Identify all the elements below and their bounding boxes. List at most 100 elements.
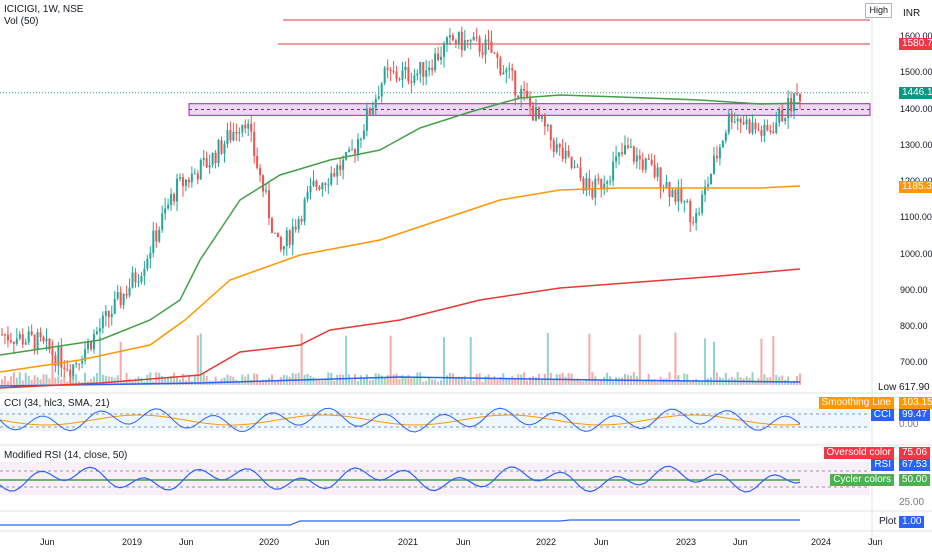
volume-bar bbox=[140, 378, 143, 385]
candle-body bbox=[659, 167, 662, 188]
volume-bar bbox=[413, 377, 416, 385]
time-tick: Jun bbox=[594, 537, 609, 547]
volume-bar bbox=[395, 373, 398, 385]
candle-body bbox=[443, 44, 446, 57]
candle-body bbox=[276, 232, 279, 238]
candle-body bbox=[140, 276, 143, 282]
candle-body bbox=[576, 166, 579, 168]
volume-bar bbox=[110, 376, 113, 385]
candle-body bbox=[173, 194, 176, 202]
volume-bar bbox=[499, 376, 502, 385]
candle-body bbox=[540, 115, 543, 119]
volume-bar bbox=[517, 374, 520, 385]
candle-body bbox=[742, 122, 745, 125]
candle-body bbox=[309, 185, 312, 193]
candle-body bbox=[223, 144, 226, 154]
volume-bar bbox=[60, 379, 63, 385]
candle-body bbox=[579, 167, 582, 179]
volume-bar bbox=[125, 372, 128, 385]
candle-body bbox=[790, 98, 793, 112]
candle-body bbox=[247, 123, 250, 129]
candle-body bbox=[208, 165, 211, 168]
indicator-tag-label: Oversold color bbox=[823, 447, 894, 459]
volume-bar bbox=[170, 375, 173, 385]
candle-body bbox=[454, 40, 457, 45]
candle-body bbox=[81, 360, 84, 364]
volume-bar bbox=[484, 376, 487, 385]
candle-body bbox=[505, 69, 508, 73]
volume-bar bbox=[647, 373, 650, 385]
volume-bar bbox=[644, 381, 647, 385]
volume-bar bbox=[78, 381, 81, 385]
volume-bar bbox=[410, 377, 413, 385]
candle-body bbox=[244, 124, 247, 129]
candle-body bbox=[561, 147, 564, 159]
candle-body bbox=[493, 52, 496, 54]
symbol-legend[interactable]: ICICIGI, 1W, NSE bbox=[4, 4, 84, 15]
volume-bar bbox=[540, 379, 543, 385]
cci-band bbox=[0, 408, 870, 431]
rsi-line bbox=[0, 465, 801, 493]
volume-bar bbox=[579, 380, 582, 385]
candle-body bbox=[597, 178, 600, 180]
candle-body bbox=[730, 113, 733, 123]
candle-body bbox=[181, 177, 184, 187]
candle-body bbox=[167, 204, 170, 209]
candle-body bbox=[279, 237, 282, 250]
candle-body bbox=[692, 221, 695, 223]
candle-body bbox=[647, 158, 650, 160]
indicator-tag-value: 67.53 bbox=[899, 459, 931, 471]
candle-body bbox=[623, 145, 626, 155]
price-tick: 1400.00 bbox=[900, 103, 932, 114]
volume-bar bbox=[45, 374, 48, 385]
time-tick: Jun bbox=[315, 537, 330, 547]
volume-bar bbox=[24, 372, 27, 385]
volume-bar bbox=[27, 375, 30, 385]
candle-body bbox=[265, 190, 268, 192]
candle-body bbox=[781, 109, 784, 122]
candle-body bbox=[104, 311, 107, 316]
candle-body bbox=[404, 66, 407, 71]
currency-label[interactable]: INR bbox=[903, 8, 921, 19]
candle-body bbox=[422, 62, 425, 77]
volume-bar bbox=[377, 373, 380, 385]
volume-bar bbox=[15, 377, 18, 385]
volume-bar bbox=[36, 377, 39, 385]
volume-bar bbox=[92, 376, 95, 385]
candle-body bbox=[718, 147, 721, 159]
candle-body bbox=[766, 124, 769, 131]
candle-body bbox=[342, 159, 345, 170]
volume-bar bbox=[445, 375, 448, 385]
candle-body bbox=[170, 194, 173, 205]
candle-body bbox=[641, 159, 644, 170]
moving-average-orange bbox=[0, 185, 801, 373]
candle-body bbox=[499, 58, 502, 75]
candle-body bbox=[196, 173, 199, 180]
candle-body bbox=[549, 124, 552, 141]
volume-bar bbox=[270, 374, 273, 385]
candle-body bbox=[345, 151, 348, 160]
volume-bar bbox=[552, 379, 555, 385]
candle-body bbox=[546, 124, 549, 127]
time-tick: 2021 bbox=[398, 537, 419, 547]
candle-body bbox=[383, 67, 386, 84]
rsi-legend[interactable]: Modified RSI (14, close, 50) bbox=[4, 450, 128, 461]
cci-legend[interactable]: CCI (34, hlc3, SMA, 21) bbox=[4, 398, 110, 409]
candle-body bbox=[778, 109, 781, 123]
candle-body bbox=[18, 334, 21, 339]
volume-legend[interactable]: Vol (50) bbox=[4, 16, 39, 27]
volume-bar bbox=[448, 372, 451, 385]
candle-body bbox=[95, 331, 98, 335]
volume-bar bbox=[511, 376, 514, 385]
candle-body bbox=[259, 167, 262, 176]
volume-bar bbox=[443, 337, 446, 385]
volume-bar bbox=[137, 376, 140, 385]
candle-body bbox=[238, 132, 241, 134]
candle-body bbox=[769, 130, 772, 132]
candle-body bbox=[107, 311, 110, 318]
volume-bar bbox=[18, 372, 21, 385]
volume-bar bbox=[54, 377, 57, 385]
volume-bar bbox=[342, 374, 345, 385]
price-tag: 1185.35 bbox=[899, 181, 932, 194]
